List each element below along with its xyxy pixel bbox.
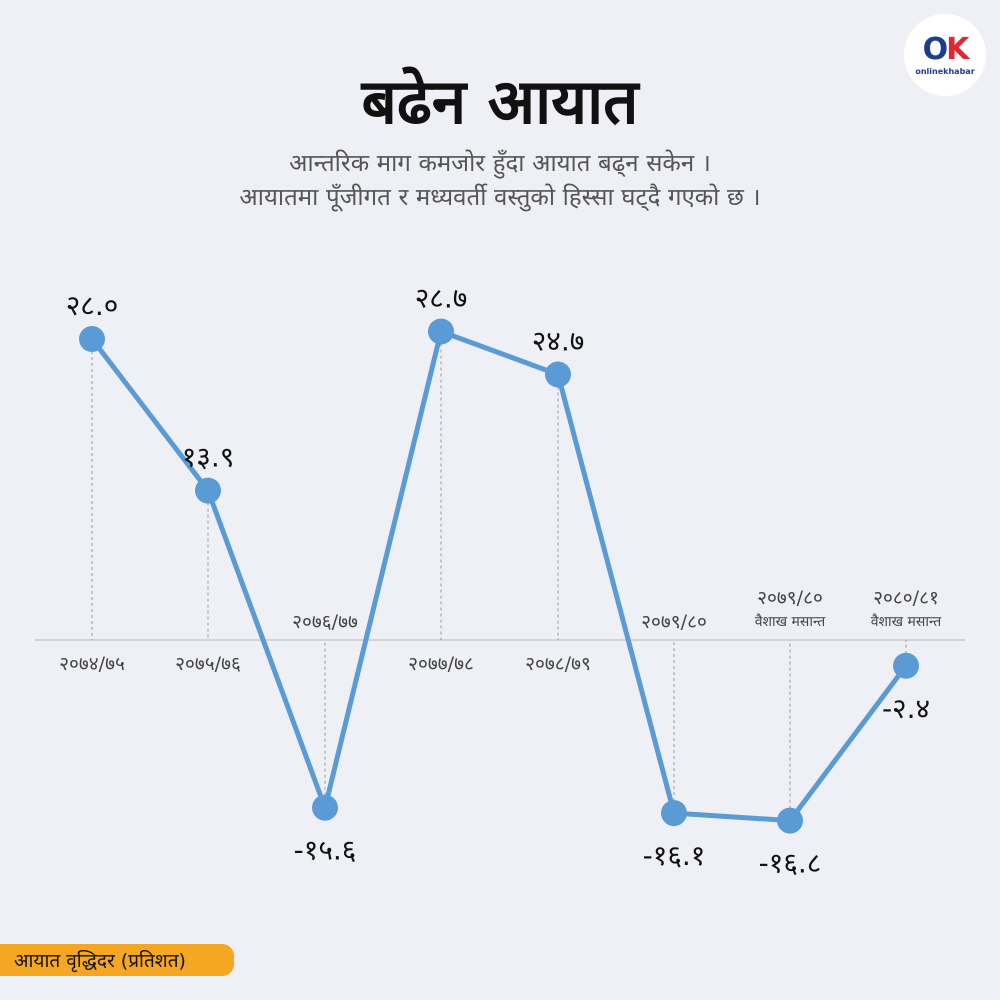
value-label: -१६.१ (643, 839, 706, 872)
value-label: -१५.६ (294, 834, 357, 867)
x-tick-label: २०७६/७७ (292, 611, 358, 633)
data-point (195, 477, 221, 504)
x-tick-label: २०७७/७८ (408, 653, 474, 675)
chart-subtitle-line-1: आन्तरिक माग कमजोर हुँदा आयात बढ्न सकेन । (289, 149, 711, 177)
x-tick-label: २०७८/७९ (525, 653, 591, 675)
value-label: -१६.८ (759, 847, 822, 880)
data-point (545, 361, 571, 388)
data-point (777, 807, 803, 834)
series-line (90, 328, 909, 824)
series-label-badge: आयात वृद्धिदर (प्रतिशत) (0, 944, 234, 976)
data-point (428, 318, 454, 345)
data-point (79, 326, 105, 352)
value-label: २४.७ (532, 324, 585, 357)
data-point (893, 652, 919, 679)
x-tick-label: २०७४/७५ (59, 653, 125, 675)
x-tick-label: २०७५/७६ (175, 653, 241, 675)
logo-text: onlinekhabar (915, 66, 975, 76)
data-point (661, 800, 687, 827)
chart-subtitle-line-2: आयातमा पूँजीगत र मध्यवर्ती वस्तुको हिस्स… (239, 183, 761, 211)
data-point (312, 794, 338, 821)
logo-mark-icon: OK (922, 31, 970, 67)
value-label: २८.० (66, 289, 119, 322)
onlinekhabar-logo: OK onlinekhabar (904, 14, 986, 96)
value-label: २८.७ (415, 281, 468, 314)
chart-title: बढेन आयात (361, 65, 639, 138)
x-tick-label: २०८०/८१ (873, 587, 939, 609)
x-tick-label: वैशाख मसान्त (871, 613, 943, 630)
value-label: -२.४ (882, 692, 930, 725)
x-tick-label: २०७९/८० (641, 611, 707, 633)
x-tick-label: २०७९/८० (757, 587, 823, 609)
x-tick-label: वैशाख मसान्त (755, 613, 827, 630)
value-label: १३.९ (182, 441, 235, 474)
